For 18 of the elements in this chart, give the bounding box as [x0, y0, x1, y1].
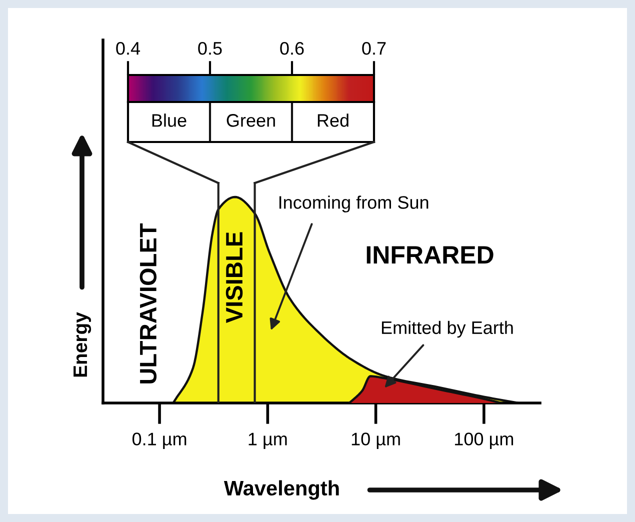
color-bar-label: 0.7: [362, 42, 386, 55]
color-bar-label: 0.5: [198, 42, 222, 55]
x-axis-title: Wavelength: [224, 480, 339, 500]
text: Blue: [152, 114, 186, 127]
x-tick-label: 0.1 µm: [132, 432, 186, 449]
text: Red: [318, 114, 348, 127]
annotation: Incoming from Sun: [279, 196, 428, 212]
x-tick-label: 1 µm: [248, 432, 287, 449]
annotation: Emitted by Earth: [382, 320, 513, 338]
annotation: INFRARED: [366, 246, 494, 264]
y-axis-title: Energy: [74, 312, 92, 377]
x-tick-label: 10 µm: [352, 432, 400, 449]
text: Green: [226, 114, 275, 127]
x-tick-label: 100 µm: [455, 432, 514, 449]
color-bar-label: 0.6: [280, 42, 304, 55]
annotation: ULTRAVIOLET: [140, 223, 157, 384]
annotation: VISIBLE: [226, 232, 243, 323]
color-bar-label: 0.4: [116, 42, 140, 55]
